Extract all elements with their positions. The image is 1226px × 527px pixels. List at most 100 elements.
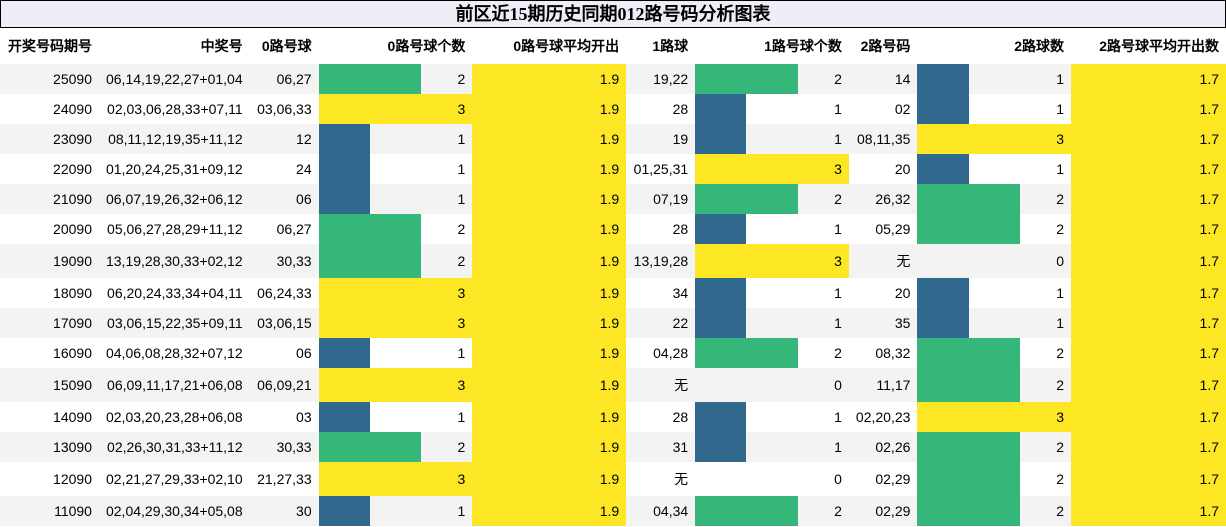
table-row: 18090 06,20,24,33,34+04,11 06,24,33 3 1.9 34 1…: [0, 278, 1226, 308]
route2-average-cell: 1.7: [1071, 496, 1226, 526]
route2-balls-cell: 20: [848, 154, 918, 184]
route2-count-cell: 2: [917, 338, 1072, 368]
table-row: 12090 02,21,27,29,33+02,10 21,27,33 3 1.9 无 0 0…: [0, 462, 1226, 496]
route1-balls-cell: 04,28: [626, 338, 696, 368]
route0-average-cell: 1.9: [472, 432, 627, 462]
route1-balls-cell: 19,22: [626, 64, 696, 94]
table-row: 20090 05,06,27,28,29+11,12 06,27 2 1.9 28 1 05,…: [0, 214, 1226, 244]
count-value: 2: [1056, 345, 1065, 361]
count-value: 1: [1056, 161, 1065, 177]
route1-count-cell: 3: [695, 154, 849, 184]
count-bar: [917, 124, 1072, 154]
route2-average-cell: 1.7: [1071, 64, 1226, 94]
route0-count-cell: 1: [318, 184, 473, 214]
count-value: 2: [1056, 503, 1065, 519]
count-value: 2: [457, 439, 466, 455]
count-value: 2: [834, 345, 842, 361]
count-bar: [917, 496, 1020, 526]
route0-average-cell: 1.9: [472, 244, 627, 278]
route2-balls-cell: 02,29: [848, 496, 918, 526]
route2-balls-cell: 02,20,23: [848, 402, 918, 432]
issue-cell: 22090: [0, 154, 99, 184]
issue-cell: 25090: [0, 64, 99, 94]
count-bar: [917, 338, 1020, 368]
route0-balls-cell: 30: [249, 496, 319, 526]
count-bar: [695, 64, 798, 94]
count-bar: [917, 214, 1020, 244]
count-bar: [917, 184, 1020, 214]
route0-average-cell: 1.9: [472, 338, 627, 368]
route1-count-cell: 1: [695, 308, 849, 338]
header-row: 开奖号码期号 中奖号 0路号球 0路号球个数 0路号球平均开出 1路球 1路号球…: [0, 28, 1226, 64]
route0-average-cell: 1.9: [472, 184, 627, 214]
count-bar: [695, 432, 747, 462]
route1-count-cell: 2: [695, 64, 849, 94]
route2-average-cell: 1.7: [1071, 308, 1226, 338]
count-value: 3: [1056, 131, 1065, 147]
route0-balls-cell: 06,09,21: [249, 368, 319, 402]
header-route1-count: 1路号球个数: [764, 38, 842, 54]
count-bar: [917, 278, 969, 308]
route0-average-cell: 1.9: [472, 94, 627, 124]
route1-balls-cell: 34: [626, 278, 696, 308]
route2-balls-cell: 无: [848, 244, 918, 278]
count-bar: [318, 184, 370, 214]
route2-count-cell: 2: [917, 214, 1072, 244]
count-value: 1: [457, 503, 466, 519]
header-issue: 开奖号码期号: [7, 38, 92, 54]
count-bar: [695, 214, 747, 244]
route2-count-cell: 2: [917, 184, 1072, 214]
route1-balls-cell: 无: [626, 368, 696, 402]
route0-count-cell: 1: [318, 154, 473, 184]
route1-balls-cell: 28: [626, 94, 696, 124]
count-value: 3: [457, 471, 466, 487]
table-row: 15090 06,09,11,17,21+06,08 06,09,21 3 1.9 无 0 1…: [0, 368, 1226, 402]
count-value: 2: [1056, 471, 1065, 487]
route0-count-cell: 1: [318, 402, 473, 432]
count-bar: [917, 402, 1072, 432]
count-bar: [318, 64, 422, 94]
count-value: 2: [1056, 221, 1065, 237]
count-bar: [318, 94, 473, 124]
numbers-cell: 06,14,19,22,27+01,04: [98, 64, 250, 94]
count-value: 3: [457, 377, 466, 393]
count-value: 1: [834, 409, 842, 425]
chart-title: 前区近15期历史同期012路号码分析图表: [0, 0, 1226, 28]
header-route0-count: 0路号球个数: [387, 38, 466, 54]
table-row: 14090 02,03,20,23,28+06,08 03 1 1.9 28 1 02,20,…: [0, 402, 1226, 432]
header-route1-balls: 1路球: [652, 38, 689, 54]
route2-count-cell: 2: [917, 368, 1072, 402]
count-bar: [695, 124, 747, 154]
route0-average-cell: 1.9: [472, 402, 627, 432]
count-value: 1: [457, 345, 466, 361]
route2-balls-cell: 08,32: [848, 338, 918, 368]
route1-balls-cell: 无: [626, 462, 696, 496]
count-value: 2: [457, 71, 466, 87]
route1-balls-cell: 13,19,28: [626, 244, 696, 278]
issue-cell: 24090: [0, 94, 99, 124]
route2-average-cell: 1.7: [1071, 462, 1226, 496]
route0-balls-cell: 03,06,33: [249, 94, 319, 124]
route1-count-cell: 1: [695, 278, 849, 308]
count-bar: [318, 462, 473, 496]
route0-count-cell: 2: [318, 64, 473, 94]
route0-count-cell: 2: [318, 432, 473, 462]
count-bar: [318, 368, 473, 402]
count-bar: [917, 94, 969, 124]
count-value: 3: [457, 315, 466, 331]
route2-average-cell: 1.7: [1071, 214, 1226, 244]
route0-count-cell: 3: [318, 308, 473, 338]
count-bar: [695, 244, 849, 278]
route2-count-cell: 1: [917, 64, 1072, 94]
route1-count-cell: 1: [695, 214, 849, 244]
header-route2-average: 2路号球平均开出数: [1099, 38, 1219, 54]
count-value: 1: [834, 315, 842, 331]
route0-average-cell: 1.9: [472, 154, 627, 184]
route1-balls-cell: 28: [626, 214, 696, 244]
count-value: 1: [457, 191, 466, 207]
count-bar: [318, 308, 473, 338]
count-value: 2: [834, 191, 842, 207]
route0-count-cell: 3: [318, 94, 473, 124]
route0-count-cell: 2: [318, 244, 473, 278]
issue-cell: 23090: [0, 124, 99, 154]
